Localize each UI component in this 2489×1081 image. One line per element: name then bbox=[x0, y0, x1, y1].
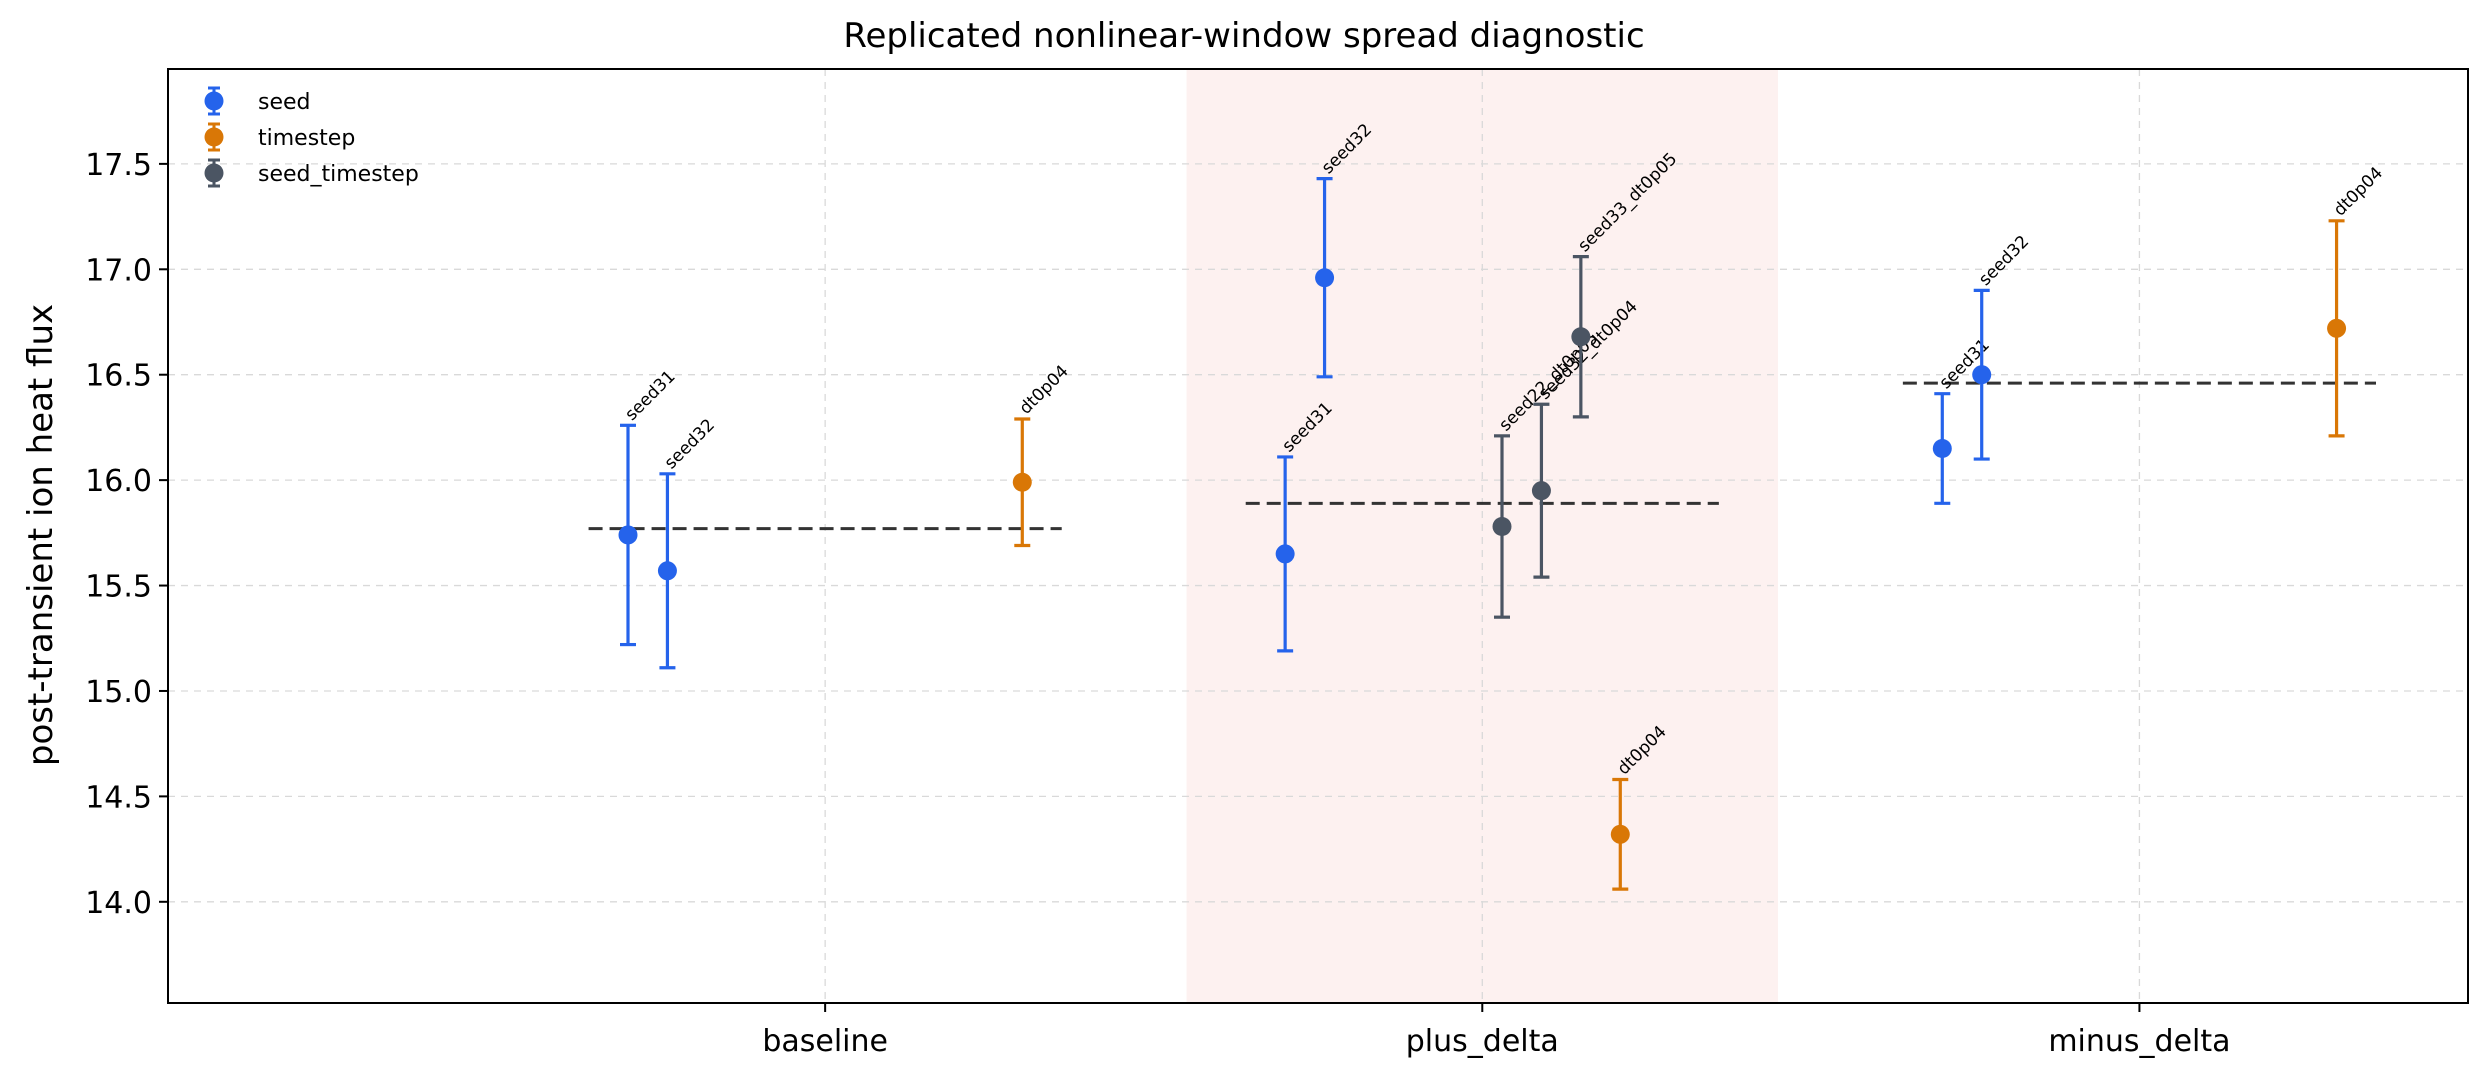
point-label: seed31 bbox=[621, 367, 679, 425]
y-tick-label: 14.0 bbox=[85, 886, 152, 921]
data-point bbox=[1932, 439, 1952, 459]
data-point bbox=[1531, 481, 1551, 501]
legend-marker-seed_timestep bbox=[204, 163, 224, 183]
point-label: dt0p04 bbox=[1016, 361, 1073, 418]
y-tick-label: 17.5 bbox=[85, 148, 152, 183]
plot-area: seed31seed32dt0p04seed31seed32seed22_dt0… bbox=[85, 68, 2469, 1059]
data-point bbox=[1012, 472, 1032, 492]
data-point bbox=[657, 561, 677, 581]
point-label: seed32 bbox=[661, 415, 719, 473]
x-tick-label: minus_delta bbox=[2048, 1024, 2230, 1059]
point-label: seed32 bbox=[1975, 232, 2033, 290]
y-axis-label: post-transient ion heat flux bbox=[21, 304, 61, 766]
legend-label-seed_timestep: seed_timestep bbox=[258, 162, 419, 187]
y-tick-label: 17.0 bbox=[85, 253, 152, 288]
y-tick-label: 16.0 bbox=[85, 464, 152, 499]
y-tick-label: 15.5 bbox=[85, 570, 152, 605]
data-point bbox=[1492, 517, 1512, 537]
y-tick-label: 14.5 bbox=[85, 780, 152, 815]
data-point bbox=[1571, 327, 1591, 347]
x-tick-label: plus_delta bbox=[1406, 1024, 1559, 1059]
point-label: seed31 bbox=[1936, 335, 1994, 393]
x-tick-label: baseline bbox=[762, 1024, 888, 1059]
data-point bbox=[1275, 544, 1295, 564]
y-tick-label: 16.5 bbox=[85, 359, 152, 394]
chart-title: Replicated nonlinear-window spread diagn… bbox=[843, 16, 1644, 56]
legend-marker-timestep bbox=[204, 127, 224, 147]
y-tick-label: 15.0 bbox=[85, 675, 152, 710]
data-point bbox=[2327, 318, 2347, 338]
legend-label-timestep: timestep bbox=[258, 126, 355, 151]
legend-label-seed: seed bbox=[258, 90, 311, 115]
point-label: dt0p04 bbox=[2330, 163, 2387, 220]
data-point bbox=[618, 525, 638, 545]
data-point bbox=[1610, 824, 1630, 844]
data-point bbox=[1972, 365, 1992, 385]
axes-frame bbox=[167, 68, 2469, 1004]
data-point bbox=[1315, 268, 1335, 288]
legend-marker-seed bbox=[204, 91, 224, 111]
